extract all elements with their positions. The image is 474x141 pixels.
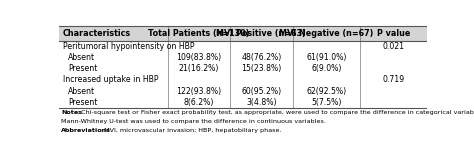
Text: Present: Present	[68, 64, 98, 73]
Text: Present: Present	[68, 98, 98, 107]
Text: 5(7.5%): 5(7.5%)	[311, 98, 342, 107]
Text: 8(6.2%): 8(6.2%)	[183, 98, 214, 107]
Text: Absent: Absent	[68, 87, 96, 96]
Text: Abbreviations: Abbreviations	[61, 128, 111, 133]
Text: Characteristics: Characteristics	[63, 29, 131, 38]
Text: Total Patients (n=130): Total Patients (n=130)	[148, 29, 249, 38]
Text: 48(76.2%): 48(76.2%)	[241, 53, 282, 62]
Text: Notes: Notes	[61, 110, 82, 115]
Text: Absent: Absent	[68, 53, 96, 62]
Text: 109(83.8%): 109(83.8%)	[176, 53, 221, 62]
Text: : Chi-square test or Fisher exact probability test, as appropriate, were used to: : Chi-square test or Fisher exact probab…	[77, 110, 474, 115]
Text: 15(23.8%): 15(23.8%)	[241, 64, 282, 73]
Bar	[59, 26, 427, 41]
Text: 122(93.8%): 122(93.8%)	[176, 87, 221, 96]
Text: 0.719: 0.719	[383, 75, 405, 84]
Text: 6(9.0%): 6(9.0%)	[311, 64, 342, 73]
Text: 0.021: 0.021	[383, 42, 405, 51]
Text: Peritumoral hypointensity on HBP: Peritumoral hypointensity on HBP	[63, 42, 194, 51]
Text: 3(4.8%): 3(4.8%)	[246, 98, 276, 107]
Text: Increased uptake in HBP: Increased uptake in HBP	[63, 75, 158, 84]
Text: 60(95.2%): 60(95.2%)	[241, 87, 282, 96]
Text: P value: P value	[377, 29, 410, 38]
Text: : MVI, microvascular invasion; HBP, hepatobiliary phase.: : MVI, microvascular invasion; HBP, hepa…	[100, 128, 282, 133]
Text: 61(91.0%): 61(91.0%)	[306, 53, 346, 62]
Text: 62(92.5%): 62(92.5%)	[306, 87, 346, 96]
Text: MVI Positive (n=63): MVI Positive (n=63)	[217, 29, 306, 38]
Text: MVI Negative (n=67): MVI Negative (n=67)	[279, 29, 374, 38]
Text: 21(16.2%): 21(16.2%)	[179, 64, 219, 73]
Text: Mann-Whitney U-test was used to compare the difference in continuous variables.: Mann-Whitney U-test was used to compare …	[61, 119, 326, 124]
